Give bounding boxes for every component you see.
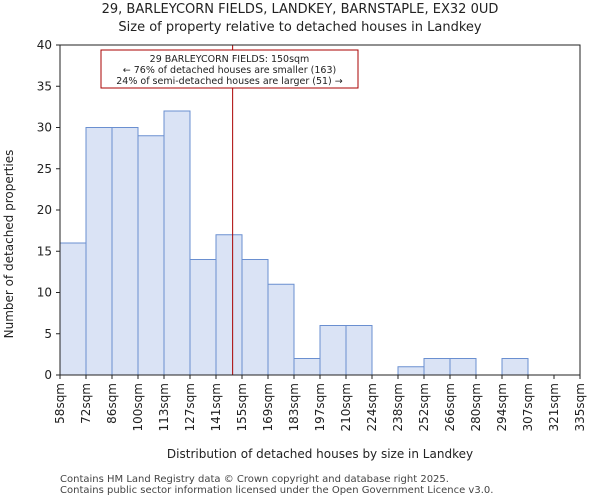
- annotation-line: ← 76% of detached houses are smaller (16…: [123, 65, 336, 76]
- annotation-line: 24% of semi-detached houses are larger (…: [116, 76, 343, 87]
- bar-266sqm: [449, 358, 477, 376]
- footer-copyright: Contains HM Land Registry data © Crown c…: [60, 474, 449, 485]
- annotation-line: 29 BARLEYCORN FIELDS: 150sqm: [150, 54, 310, 65]
- x-tick-label: 86sqm: [105, 383, 119, 424]
- y-tick-label: 5: [44, 327, 52, 341]
- y-tick-label: 35: [37, 79, 52, 93]
- marker-group: 29 BARLEYCORN FIELDS: 150sqm← 76% of det…: [100, 45, 359, 375]
- bars-group: [59, 110, 529, 376]
- footer-licence: Contains public sector information licen…: [60, 485, 494, 496]
- x-tick-label: 141sqm: [209, 383, 223, 431]
- x-ticks-group: 58sqm 72sqm 86sqm 100sqm 113sqm 127sqm 141sqm 1…: [53, 375, 587, 431]
- x-tick-label: 321sqm: [547, 383, 561, 431]
- y-ticks-group: 0 5 10 15 20 25 30 35 40: [37, 38, 60, 382]
- x-tick-label: 113sqm: [157, 383, 171, 431]
- x-tick-label: 72sqm: [79, 383, 93, 424]
- x-tick-label: 252sqm: [417, 383, 431, 431]
- bar-58sqm: [59, 242, 87, 376]
- x-tick-label: 307sqm: [521, 383, 535, 431]
- x-axis-label: Distribution of detached houses by size …: [167, 447, 473, 461]
- bar-155sqm: [241, 259, 269, 376]
- x-tick-label: 266sqm: [443, 383, 457, 431]
- chart-title: 29, BARLEYCORN FIELDS, LANDKEY, BARNSTAP…: [101, 2, 499, 17]
- bar-183sqm: [293, 358, 321, 376]
- x-tick-label: 197sqm: [313, 383, 327, 431]
- x-tick-label: 100sqm: [131, 383, 145, 431]
- x-tick-label: 58sqm: [53, 383, 67, 424]
- x-tick-label: 183sqm: [287, 383, 301, 431]
- x-tick-label: 280sqm: [469, 383, 483, 431]
- y-tick-label: 10: [37, 286, 52, 300]
- x-tick-label: 169sqm: [261, 383, 275, 431]
- x-tick-label: 224sqm: [365, 383, 379, 431]
- bar-72sqm: [85, 127, 113, 376]
- bar-252sqm: [423, 358, 451, 376]
- bar-294sqm: [501, 358, 529, 376]
- bar-113sqm: [163, 110, 191, 376]
- annotation-box: [100, 49, 359, 89]
- bar-141sqm: [215, 234, 243, 376]
- y-tick-label: 30: [37, 121, 52, 135]
- bar-238sqm: [397, 366, 425, 376]
- chart-subtitle: Size of property relative to detached ho…: [118, 20, 482, 35]
- x-tick-label: 127sqm: [183, 383, 197, 431]
- bar-169sqm: [267, 283, 295, 376]
- x-tick-label: 335sqm: [573, 383, 587, 431]
- bar-127sqm: [189, 259, 217, 376]
- y-tick-label: 25: [37, 162, 52, 176]
- bar-86sqm: [111, 127, 139, 376]
- y-axis-label: Number of detached properties: [2, 150, 16, 339]
- y-tick-label: 40: [37, 38, 52, 52]
- bar-100sqm: [137, 135, 165, 376]
- x-tick-label: 210sqm: [339, 383, 353, 431]
- bar-197sqm: [319, 325, 347, 376]
- x-tick-label: 238sqm: [391, 383, 405, 431]
- y-tick-label: 15: [37, 244, 52, 258]
- y-tick-label: 0: [44, 368, 52, 382]
- y-tick-label: 20: [37, 203, 52, 217]
- bar-210sqm: [345, 325, 373, 376]
- x-tick-label: 294sqm: [495, 383, 509, 431]
- x-tick-label: 155sqm: [235, 383, 249, 431]
